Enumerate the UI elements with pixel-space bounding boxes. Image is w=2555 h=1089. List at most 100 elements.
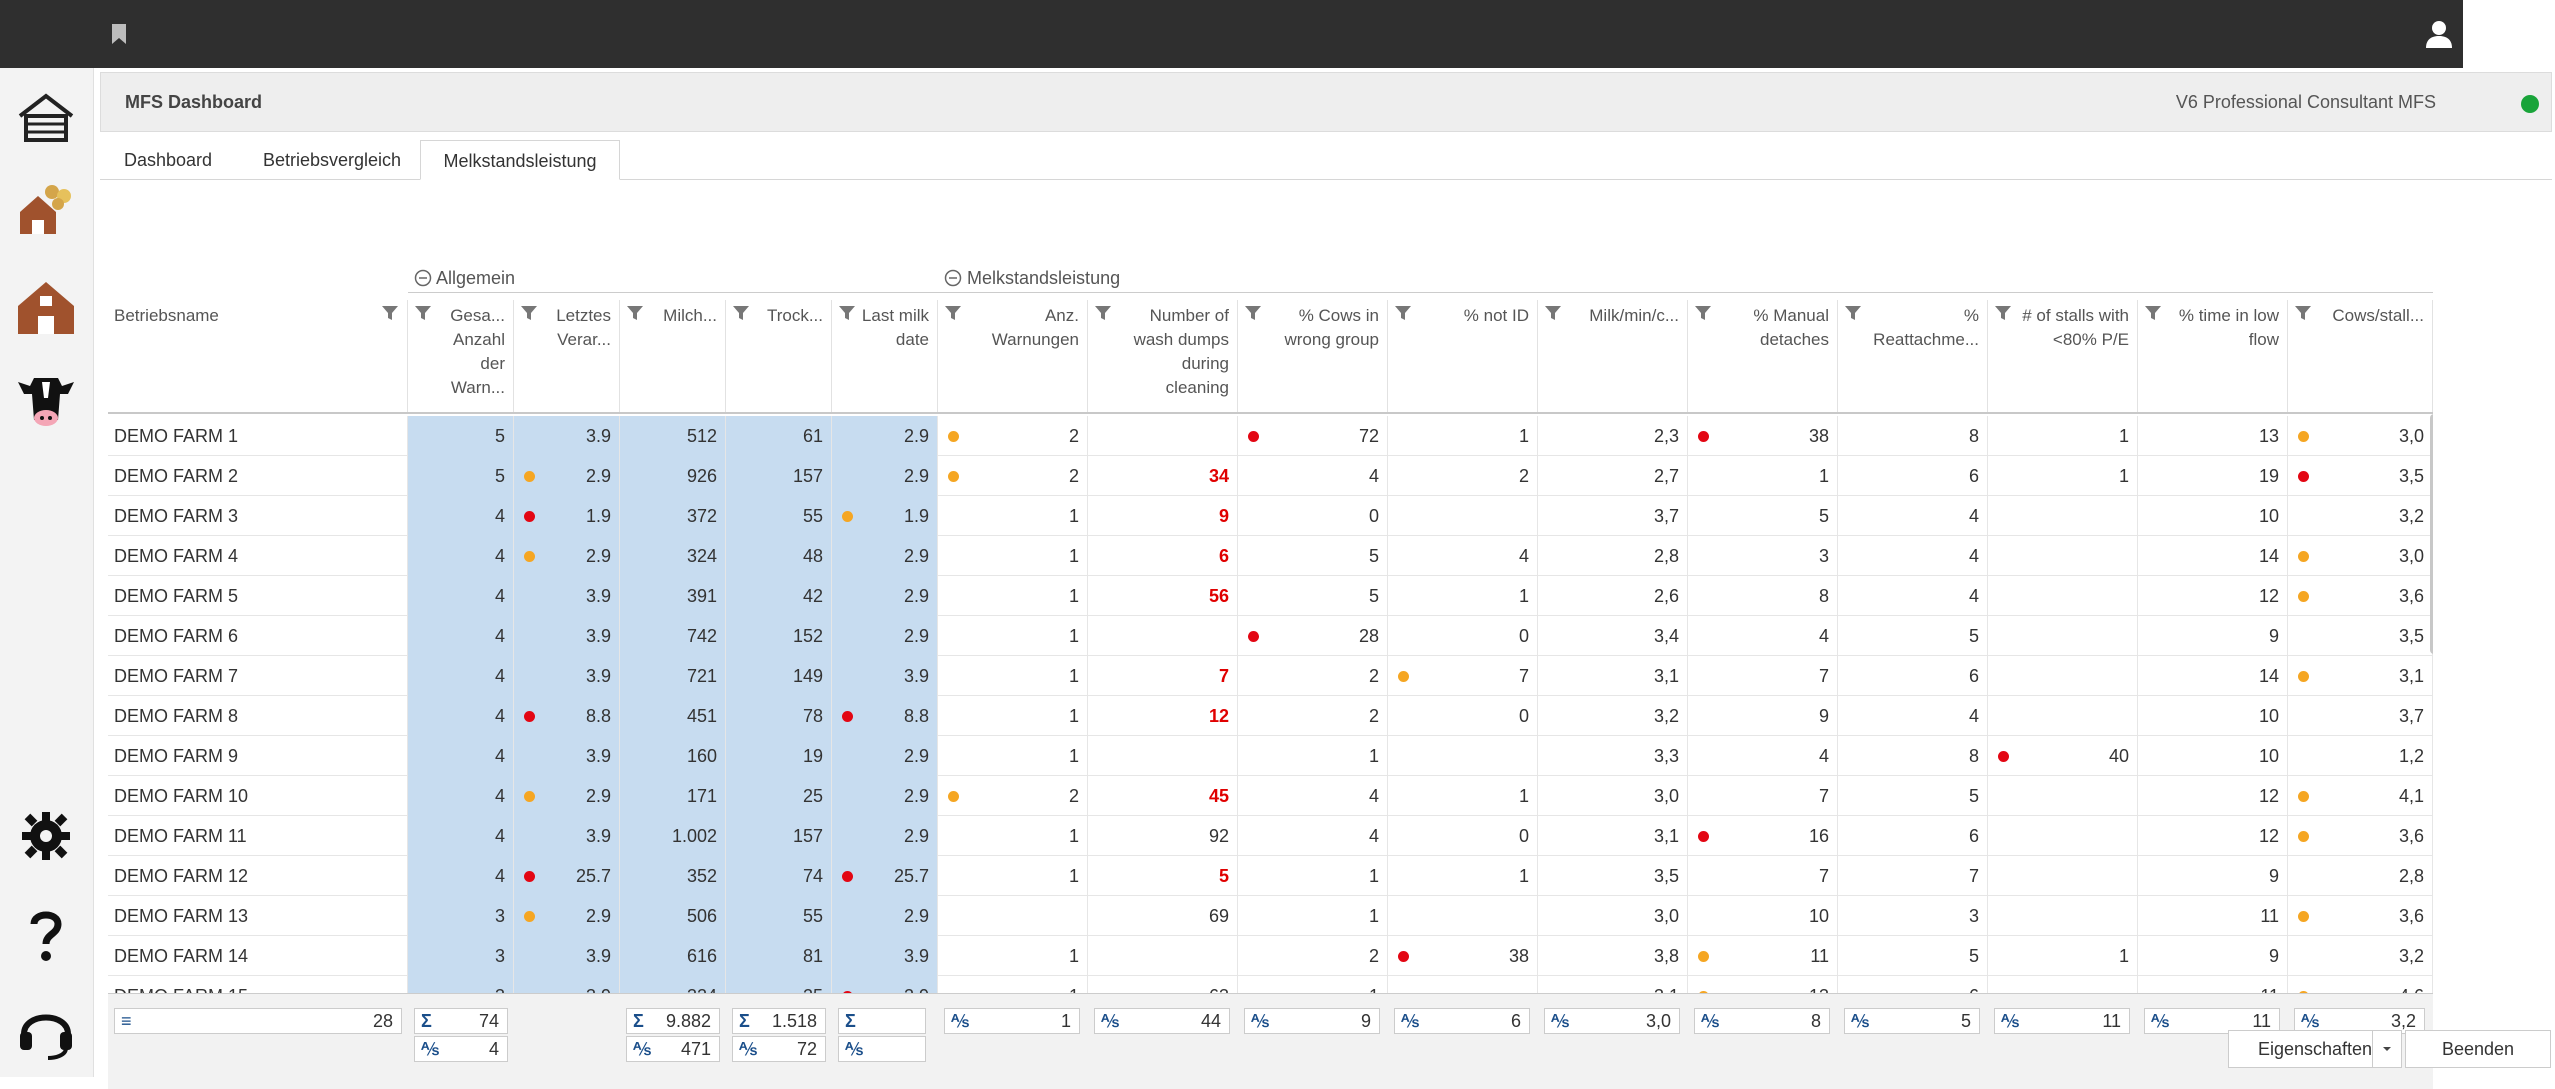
filter-icon[interactable] — [944, 304, 962, 322]
table-cell: 4 — [1238, 456, 1388, 496]
filter-icon[interactable] — [1394, 304, 1412, 322]
barn-icon[interactable] — [14, 86, 78, 150]
table-row[interactable]: DEMO FARM 12 4 25.7 352 74 25.7 1 5 1 1 3,5 7 7 9 2,8 — [108, 856, 2433, 896]
column-header[interactable]: % Manual detaches — [1688, 300, 1838, 412]
farm-icon[interactable] — [14, 274, 78, 338]
average-icon: ⅍ — [1851, 1011, 1869, 1031]
tab-melkstandsleistung[interactable]: Melkstandsleistung — [420, 140, 620, 180]
table-row[interactable]: DEMO FARM 5 4 3.9 391 42 2.9 1 56 5 1 2,6 8 4 12 3,6 — [108, 576, 2433, 616]
table-row[interactable]: DEMO FARM 3 4 1.9 372 55 1.9 1 9 0 3,7 5 4 10 3,2 — [108, 496, 2433, 536]
filter-icon[interactable] — [1694, 304, 1712, 322]
help-icon[interactable] — [14, 902, 78, 966]
eigenschaften-dropdown[interactable] — [2372, 1030, 2402, 1068]
column-header[interactable]: % not ID — [1388, 300, 1538, 412]
table-row[interactable]: DEMO FARM 1 5 3.9 512 61 2.9 2 72 1 2,3 38 8 1 13 3,0 — [108, 416, 2433, 456]
filter-icon[interactable] — [381, 304, 399, 322]
aggregate-value: 1.518 — [771, 1011, 817, 1031]
table-cell: 2 — [1238, 656, 1388, 696]
column-header[interactable]: Last milk date — [832, 300, 938, 412]
table-row[interactable]: DEMO FARM 14 3 3.9 616 81 3.9 1 2 38 3,8 11 5 1 9 3,2 — [108, 936, 2433, 976]
column-header[interactable]: Milch... — [620, 300, 726, 412]
table-cell: 3,0 — [2288, 536, 2433, 576]
table-cell: 5 — [408, 456, 514, 496]
tab-dashboard[interactable]: Dashboard — [123, 150, 213, 170]
filter-icon[interactable] — [1994, 304, 2012, 322]
collapse-icon[interactable] — [414, 269, 432, 287]
table-cell: 2,7 — [1538, 456, 1688, 496]
column-header[interactable]: Cows/stall... — [2288, 300, 2433, 412]
table-row[interactable]: DEMO FARM 6 4 3.9 742 152 2.9 1 28 0 3,4 4 5 9 3,5 — [108, 616, 2433, 656]
column-header[interactable]: Betriebsname — [108, 300, 408, 412]
table-cell: 721 — [620, 656, 726, 696]
filter-icon[interactable] — [838, 304, 856, 322]
cow-icon[interactable] — [14, 366, 78, 430]
column-header-label: Last milk date — [861, 306, 929, 349]
collapse-icon[interactable] — [944, 269, 962, 287]
table-row[interactable]: DEMO FARM 2 5 2.9 926 157 2.9 2 34 4 2 2,7 1 6 1 19 3,5 — [108, 456, 2433, 496]
column-header[interactable]: % Reattachme... — [1838, 300, 1988, 412]
table-row[interactable]: DEMO FARM 8 4 8.8 451 78 8.8 1 12 2 0 3,2 9 4 10 3,7 — [108, 696, 2433, 736]
table-cell: 1 — [938, 496, 1088, 536]
beenden-button[interactable]: Beenden — [2405, 1030, 2551, 1068]
table-cell: 160 — [620, 736, 726, 776]
column-header[interactable]: Gesa... Anzahl der Warn... — [408, 300, 514, 412]
table-cell: 2.9 — [514, 896, 620, 936]
average-icon: ⅍ — [845, 1039, 863, 1059]
vertical-scrollbar[interactable] — [2430, 414, 2433, 654]
tab-betriebsvergleich[interactable]: Betriebsvergleich — [262, 150, 402, 170]
column-header[interactable]: # of stalls with <80% P/E — [1988, 300, 2138, 412]
group-header-allgemein[interactable]: Allgemein — [414, 262, 515, 294]
footer-avg-melk: ⅍ 8 — [1694, 1008, 1830, 1034]
filter-icon[interactable] — [414, 304, 432, 322]
table-row[interactable]: DEMO FARM 11 4 3.9 1.002 157 2.9 1 92 4 0 3,1 16 6 12… — [108, 816, 2433, 856]
footer-avg-melk: ⅍ 6 — [1394, 1008, 1530, 1034]
table-cell: 4 — [408, 656, 514, 696]
column-header[interactable]: Letztes Verar... — [514, 300, 620, 412]
column-header[interactable]: Milk/min/c... — [1538, 300, 1688, 412]
filter-icon[interactable] — [626, 304, 644, 322]
table-cell: 2,6 — [1538, 576, 1688, 616]
table-cell: 19 — [726, 736, 832, 776]
filter-icon[interactable] — [2294, 304, 2312, 322]
table-cell: 5 — [1838, 616, 1988, 656]
table-row[interactable]: DEMO FARM 4 4 2.9 324 48 2.9 1 6 5 4 2,8 3 4 14 3,0 — [108, 536, 2433, 576]
bookmark-icon[interactable] — [112, 24, 126, 44]
cell-betriebsname: DEMO FARM 1 — [108, 416, 408, 456]
table-row[interactable]: DEMO FARM 10 4 2.9 171 25 2.9 2 45 4 1 3,0 7 5 12 4,1 — [108, 776, 2433, 816]
farm-group-icon[interactable] — [14, 176, 78, 240]
table-cell: 1 — [938, 856, 1088, 896]
table-row[interactable]: DEMO FARM 7 4 3.9 721 149 3.9 1 7 2 7 3,1 7 6 14 3,1 — [108, 656, 2433, 696]
table-cell: 7 — [1688, 776, 1838, 816]
filter-icon[interactable] — [732, 304, 750, 322]
filter-icon[interactable] — [1244, 304, 1262, 322]
filter-icon[interactable] — [520, 304, 538, 322]
settings-icon[interactable] — [14, 804, 78, 868]
table-cell: 4 — [1388, 536, 1538, 576]
count-icon: ≡ — [121, 1011, 132, 1031]
column-header[interactable]: Number of wash dumps during cleaning — [1088, 300, 1238, 412]
table-cell: 1 — [938, 736, 1088, 776]
table-cell: 1 — [1988, 416, 2138, 456]
filter-icon[interactable] — [1844, 304, 1862, 322]
table-cell: 3.9 — [832, 936, 938, 976]
filter-icon[interactable] — [1544, 304, 1562, 322]
table-cell: 1.9 — [832, 496, 938, 536]
column-header[interactable]: % Cows in wrong group — [1238, 300, 1388, 412]
table-row[interactable]: DEMO FARM 9 4 3.9 160 19 2.9 1 1 3,3 4 8 40 10 1,2 — [108, 736, 2433, 776]
group-header-melkstandsleistung[interactable]: Melkstandsleistung — [944, 262, 1120, 294]
table-row[interactable]: DEMO FARM 13 3 2.9 506 55 2.9 69 1 3,0 10 3 11 3,6 — [108, 896, 2433, 936]
column-header-label: Trock... — [766, 306, 823, 325]
support-headset-icon[interactable] — [14, 998, 78, 1062]
table-cell: 157 — [726, 816, 832, 856]
filter-icon[interactable] — [2144, 304, 2162, 322]
table-cell: 2,3 — [1538, 416, 1688, 456]
table-cell: 451 — [620, 696, 726, 736]
column-header[interactable]: Trock... — [726, 300, 832, 412]
user-icon[interactable] — [2425, 20, 2453, 48]
column-header[interactable]: % time in low flow — [2138, 300, 2288, 412]
column-header[interactable]: Anz. Warnungen — [938, 300, 1088, 412]
table-cell — [1388, 736, 1538, 776]
filter-icon[interactable] — [1094, 304, 1112, 322]
column-header-label: Milk/min/c... — [1589, 306, 1679, 325]
table-row[interactable]: DEMO FARM 1533.9324252.916313,1136114,6 — [108, 976, 2433, 993]
